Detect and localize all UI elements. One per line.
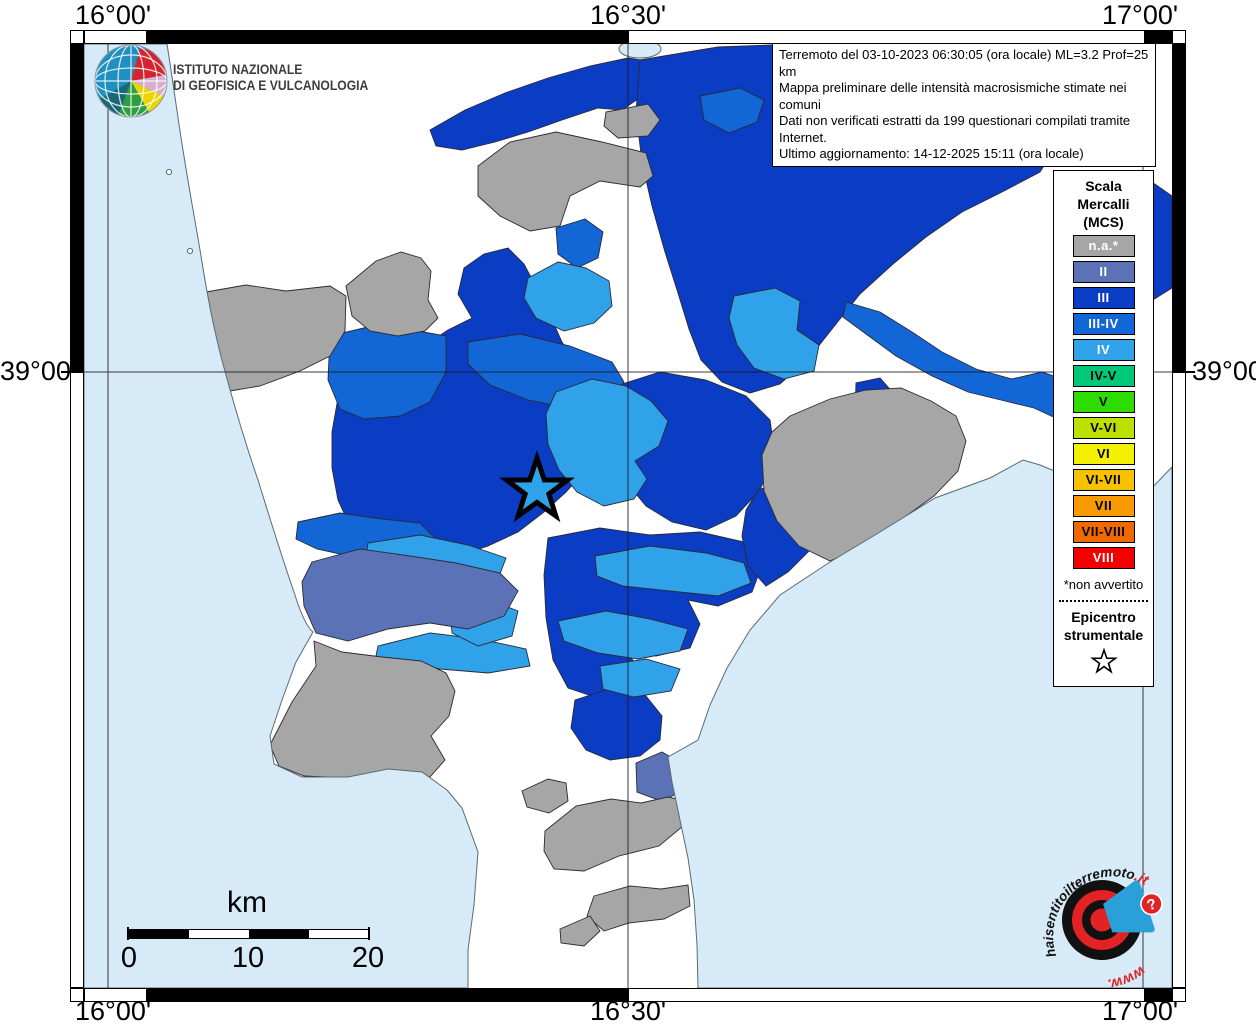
legend-title-line: Scala [1085,178,1122,194]
scalebar-endtick [127,927,129,940]
islet [165,168,173,176]
legend-swatch-iv: IV [1072,339,1135,361]
municipality-patch [603,103,661,139]
top-label-16-00: 16°00' [74,0,152,30]
municipality-patch [301,548,519,642]
info-line-map-type: Mappa preliminare delle intensità macros… [779,80,1127,112]
legend-title-line: Mercalli [1077,196,1130,212]
municipality-patch [594,545,752,597]
legend-swatch-v-vi: V-VI [1072,417,1135,439]
ingv-globe-icon [94,44,168,118]
municipality-patch [699,87,765,134]
legend-swatch-ii: II [1072,261,1135,283]
municipality-patch [429,57,656,151]
frame-left [70,44,84,988]
legend-epicenter-label: strumentale [1063,627,1144,643]
municipality-patch [345,251,439,337]
left-label-39-00: 39°00' [0,356,77,386]
top-label-16-30: 16°30' [589,0,667,30]
legend-divider [1059,600,1148,602]
frame-bottom [84,988,1173,1002]
frame-corner-tr [1172,30,1186,44]
municipality-patch [523,261,613,332]
municipality-patch [761,387,967,562]
scalebar-label-0: 0 [120,942,138,974]
ingv-logo: ISTITUTO NAZIONALE DI GEOFISICA E VULCAN… [93,44,413,122]
legend-epicenter-star-icon [1089,648,1118,674]
municipality-patch [557,610,689,660]
lake [618,44,662,59]
legend-title-line: (MCS) [1083,214,1124,230]
municipality-patch [545,378,669,507]
islet [186,247,194,255]
right-label-39-00: 39°00' [1192,356,1256,386]
sea [84,44,479,988]
legend-swatch-viii: VIII [1072,547,1135,569]
legend-swatch-iv-v: IV-V [1072,365,1135,387]
legend-swatch-vii: VII [1072,495,1135,517]
ingv-logo-text: ISTITUTO NAZIONALE DI GEOFISICA E VULCAN… [173,62,369,93]
scalebar-label-20: 20 [351,942,385,974]
scalebar [128,929,370,939]
scalebar-unit: km [227,886,267,919]
municipality-patch [599,658,681,698]
frame-corner-bl [70,988,84,1002]
question-badge [1140,892,1163,916]
megaphone-icon [1103,880,1155,933]
legend-items: n.a.* II III III-IV IV IV-V V V-VI VI VI-VII VII VI… [1054,235,1153,569]
scalebar-label-10: 10 [231,942,265,974]
legend-swatch-iii: III [1072,287,1135,309]
municipality-patch [477,131,654,232]
frame-right [1172,44,1186,988]
haisentitoilterremoto-logo: ? haisentitoilterremoto.it www. [1028,854,1163,994]
legend-swatch-v: V [1072,391,1135,413]
top-label-17-00: 17°00' [1101,0,1179,30]
sea [667,459,1172,988]
municipality-patch [555,218,604,269]
legend-swatch-iii-iv: III-IV [1072,313,1135,335]
scalebar-endtick [368,927,370,940]
logo-www-text: www. [1103,961,1150,994]
info-line-questionnaires: Dati non verificati estratti da 199 ques… [779,113,1131,145]
latitude-tick-left [61,371,70,373]
legend-swatch-n-a-: n.a.* [1072,235,1135,257]
legend-swatch-vii-viii: VII-VIII [1072,521,1135,543]
sea-polygons [84,44,1172,988]
info-line-event: Terremoto del 03-10-2023 06:30:05 (ora l… [779,47,1149,79]
legend-swatch-vi: VI [1072,443,1135,465]
latitude-tick-right [1186,371,1195,373]
earthquake-info-box: Terremoto del 03-10-2023 06:30:05 (ora l… [772,43,1156,167]
bottom-label-16-00: 16°00' [74,996,152,1026]
info-line-updated: Ultimo aggiornamento: 14-12-2025 15:11 (… [779,146,1084,161]
bottom-label-16-30: 16°30' [589,996,667,1026]
frame-top [84,30,1173,44]
mercalli-legend: Scala Mercalli (MCS) n.a.* II III III-IV IV I… [1053,170,1154,687]
bottom-label-17-00: 17°00' [1101,996,1179,1026]
frame-corner-br [1172,988,1186,1002]
legend-epicenter-label: Epicentro [1071,609,1136,625]
legend-swatch-vi-vii: VI-VII [1072,469,1135,491]
municipality-patch [521,778,569,814]
frame-corner-tl [70,30,84,44]
epicenter-star [499,450,575,523]
municipality-patch [728,287,820,380]
legend-footnote: *non avvertito [1063,577,1144,592]
municipality-patch [559,915,601,947]
